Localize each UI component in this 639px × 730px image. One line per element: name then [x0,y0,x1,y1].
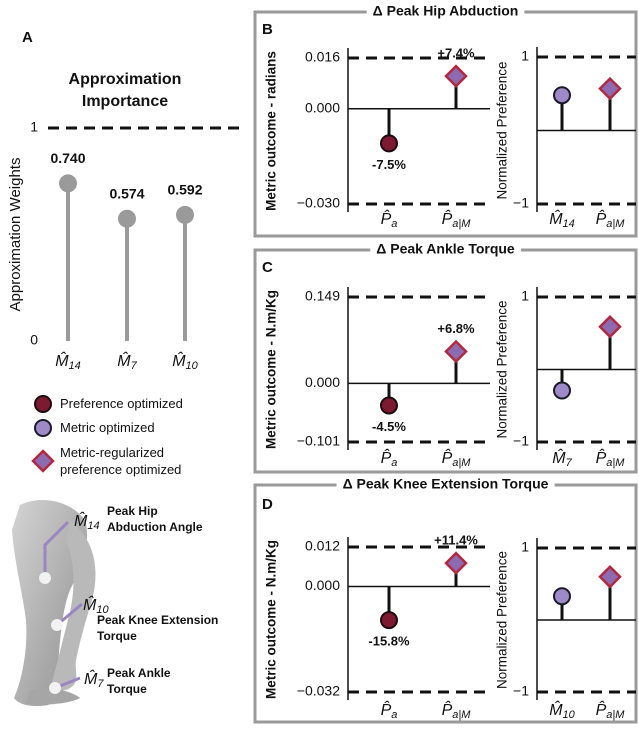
panel-title: Δ Peak Hip Abduction [373,3,519,19]
chart-title: Approximation [69,71,182,88]
y-tick-label: 0 [30,332,38,348]
metric-symbol: M̂7 [84,669,104,690]
metric-description: Peak Ankle Torque [107,665,197,697]
marker [446,66,466,86]
marker [554,383,570,399]
y-tick-label: 0.000 [305,99,340,115]
x-tick-label: P̂a|M [442,209,472,230]
y-tick-label: −0.032 [297,683,340,699]
y-tick-label: −0.030 [297,195,340,211]
marker [600,317,620,337]
x-tick-label: P̂a|M [596,700,626,721]
legend-marker [35,396,51,412]
y-axis-label: Normalized Preference [495,61,510,199]
legend-label: Metric optimized [60,419,220,436]
value-label: 0.592 [167,182,202,198]
marker [176,206,194,224]
value-label: 0.740 [50,150,85,166]
y-axis-label: Normalized Preference [495,300,510,438]
marker [554,588,570,604]
x-tick-label: M̂14 [55,351,81,372]
metric-symbol: M̂14 [74,511,100,532]
point-label: +7.4% [437,46,475,61]
marker [554,87,570,103]
x-tick-label: P̂a|M [596,448,626,469]
chart-title: Importance [82,93,168,110]
point-label: -15.8% [368,634,410,649]
marker [381,135,397,151]
x-tick-label: M̂10 [172,351,198,372]
marker [381,612,397,628]
marker [118,210,136,228]
point-label: -4.5% [372,419,406,434]
marker [446,553,466,573]
y-tick-label: −0.101 [297,433,340,449]
x-tick-label: P̂a|M [596,209,626,230]
x-tick-label: M̂7 [552,448,572,469]
marker [59,174,77,192]
y-tick-label: −1 [513,433,529,449]
x-tick-label: P̂a [381,448,398,469]
panel-title: Δ Peak Ankle Torque [376,241,515,257]
y-tick-label: −1 [513,683,529,699]
metric-description: Peak Hip Abduction Angle [107,503,219,535]
point-label: -7.5% [372,157,406,172]
legend-marker [35,420,51,436]
y-tick-label: 1 [521,539,529,555]
marker [446,342,466,362]
x-tick-label: M̂14 [549,209,575,230]
value-label: 0.574 [109,185,144,201]
panel-letter: D [262,496,273,513]
legend-marker [33,451,53,471]
y-tick-label: 1 [521,288,529,304]
page: {"chart_data": [ {"type": "lollipop", "p… [0,0,639,730]
y-tick-label: 1 [521,48,529,64]
y-tick-label: 1 [30,119,38,135]
x-tick-label: M̂10 [549,700,575,721]
point-label: +6.8% [437,321,475,336]
panel-letter: C [262,259,273,276]
legend-label: Preference optimized [60,395,220,412]
panel-title: Δ Peak Knee Extension Torque [343,476,549,492]
metric-description: Peak Knee Extension Torque [97,612,219,644]
marker [600,567,620,587]
y-axis-label: Normalized Preference [495,551,510,689]
y-axis-label: Metric outcome - radians [264,51,279,211]
legend-label: Metric-regularized preference optimized [60,444,220,478]
point-label: +11.4% [434,533,478,548]
x-tick-label: P̂a|M [442,700,472,721]
y-tick-label: −1 [513,195,529,211]
y-tick-label: 0.000 [305,374,340,390]
y-tick-label: 0.016 [305,49,340,65]
y-axis-label: Metric outcome - N.m/Kg [264,290,279,449]
y-axis-label: Metric outcome - N.m/Kg [264,540,279,699]
x-tick-label: P̂a|M [442,448,472,469]
marker [381,397,397,413]
y-axis-label: Approximation Weights [7,158,24,312]
marker [600,79,620,99]
x-tick-label: P̂a [381,209,398,230]
x-tick-label: M̂7 [117,351,137,372]
figure: A Approximation Importance Approximation We… [0,0,639,730]
y-tick-label: 0.012 [305,538,340,554]
x-tick-label: P̂a [381,700,398,721]
y-tick-label: 0.000 [305,577,340,593]
y-tick-label: 0.149 [305,288,340,304]
panel-letter: B [262,21,273,38]
panel-letter: A [22,29,33,46]
